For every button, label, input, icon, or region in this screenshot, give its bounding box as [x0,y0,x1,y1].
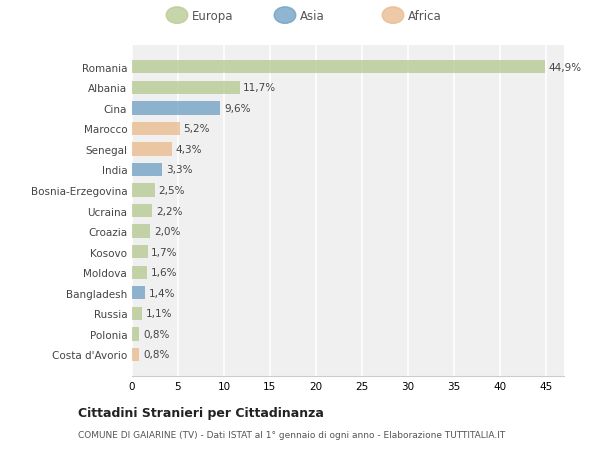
Text: 3,3%: 3,3% [166,165,193,175]
Text: 2,5%: 2,5% [158,185,185,196]
Text: 44,9%: 44,9% [548,62,581,73]
Text: Asia: Asia [300,10,325,22]
Text: 4,3%: 4,3% [175,145,202,155]
Text: 5,2%: 5,2% [184,124,210,134]
Bar [132,163,163,177]
Bar [132,246,148,259]
Text: 0,8%: 0,8% [143,329,169,339]
Bar [132,348,139,361]
Bar [132,123,180,136]
Text: 1,6%: 1,6% [151,268,177,278]
Text: 9,6%: 9,6% [224,104,250,113]
Text: 1,1%: 1,1% [146,309,172,319]
Text: 1,7%: 1,7% [151,247,178,257]
Text: COMUNE DI GAIARINE (TV) - Dati ISTAT al 1° gennaio di ogni anno - Elaborazione T: COMUNE DI GAIARINE (TV) - Dati ISTAT al … [78,431,505,440]
Text: Cittadini Stranieri per Cittadinanza: Cittadini Stranieri per Cittadinanza [78,406,324,419]
Bar [132,184,155,197]
Text: 2,2%: 2,2% [156,206,182,216]
Bar [132,307,142,320]
Bar [132,143,172,156]
Text: 0,8%: 0,8% [143,350,169,360]
Bar [132,266,147,280]
Text: 11,7%: 11,7% [243,83,277,93]
Text: Europa: Europa [192,10,233,22]
Bar [132,81,239,95]
Bar [132,102,220,115]
Bar [132,225,151,238]
Text: 1,4%: 1,4% [149,288,175,298]
Text: 2,0%: 2,0% [154,227,181,237]
Bar [132,286,145,300]
Bar [132,328,139,341]
Bar [132,204,152,218]
Text: Africa: Africa [408,10,442,22]
Bar [132,61,545,74]
